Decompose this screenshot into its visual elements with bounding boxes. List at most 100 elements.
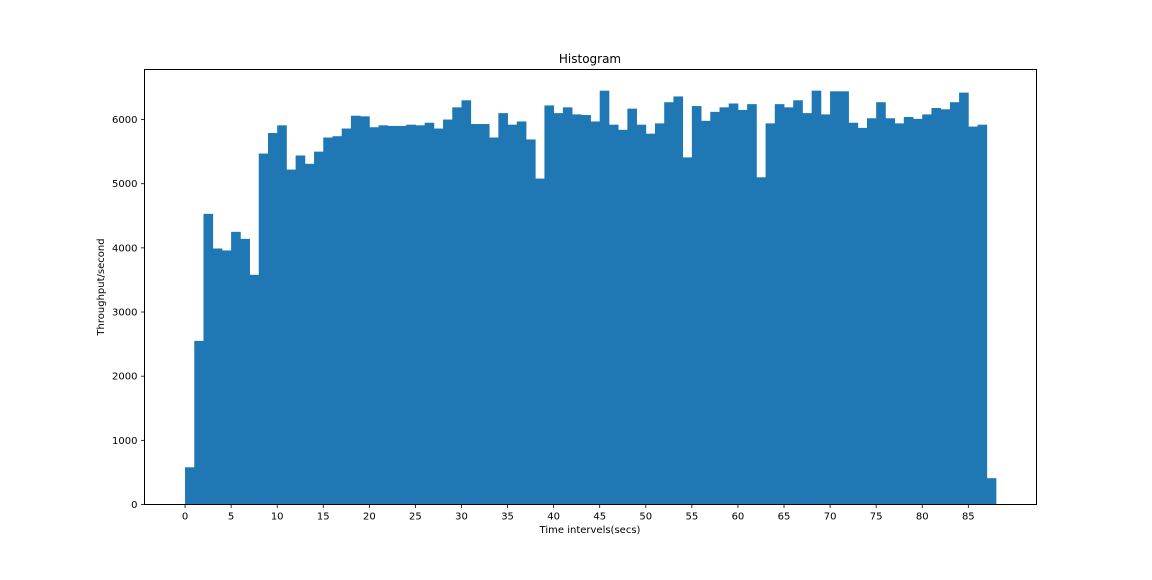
x-axis-label: Time intervels(secs): [539, 525, 641, 536]
histogram-bar: [811, 90, 822, 505]
histogram-bar: [866, 118, 877, 505]
histogram-bar: [461, 100, 472, 505]
histogram-bar: [332, 136, 343, 505]
histogram-bar: [655, 123, 665, 505]
histogram-bar: [572, 114, 582, 505]
histogram-bar: [885, 118, 895, 505]
chart-title: Histogram: [559, 52, 621, 66]
histogram-bar: [701, 120, 711, 505]
histogram-bar: [673, 96, 684, 505]
histogram-bar: [618, 129, 628, 505]
histogram-bar: [360, 116, 370, 505]
histogram-bar: [581, 115, 591, 505]
histogram-bar: [562, 107, 573, 505]
histogram-bar: [728, 103, 739, 505]
histogram-bar: [433, 128, 444, 505]
histogram-bar: [931, 107, 942, 505]
histogram-bar: [479, 124, 490, 505]
histogram-bar: [922, 114, 932, 505]
plot-frame: [144, 69, 1037, 505]
x-tick-label: 30: [455, 512, 468, 523]
y-tick-label: 2000: [112, 372, 137, 383]
histogram-bar: [830, 91, 840, 505]
histogram-bar: [747, 104, 757, 505]
histogram-bar: [212, 248, 223, 505]
histogram-bar: [774, 104, 785, 505]
histogram-bar: [765, 123, 776, 505]
histogram-bar: [350, 115, 361, 505]
x-tick-label: 5: [228, 512, 234, 523]
histogram-bar: [968, 126, 978, 505]
x-tick-label: 10: [271, 512, 284, 523]
y-tick-label: 6000: [112, 115, 137, 126]
histogram-bar: [304, 163, 315, 505]
y-tick-label: 5000: [112, 179, 137, 190]
histogram-bar: [185, 467, 195, 505]
histogram-bar: [977, 124, 988, 505]
histogram-bar: [986, 478, 997, 505]
histogram-bar: [949, 102, 960, 505]
histogram-bar: [839, 91, 849, 505]
histogram-bar: [710, 111, 720, 505]
histogram-bar: [387, 125, 398, 505]
histogram-bar: [498, 113, 508, 505]
histogram-bar: [691, 106, 702, 505]
histogram-bar: [553, 113, 564, 505]
histogram-bar: [314, 151, 324, 505]
y-tick-label: 4000: [112, 243, 137, 254]
histogram-bar: [240, 238, 250, 505]
histogram-bar: [848, 122, 859, 505]
x-tick-label: 80: [916, 512, 929, 523]
x-tick-label: 75: [870, 512, 883, 523]
histogram-bar: [636, 124, 647, 505]
y-tick-label: 0: [131, 500, 137, 511]
histogram-bar: [203, 213, 214, 505]
x-tick-label: 55: [685, 512, 698, 523]
histogram-bar: [396, 125, 407, 505]
histogram-bar: [415, 125, 426, 505]
x-tick-label: 35: [501, 512, 514, 523]
x-tick-label: 50: [639, 512, 652, 523]
histogram-bar: [295, 155, 306, 505]
histogram-bar: [267, 133, 278, 505]
histogram-bar: [516, 121, 527, 505]
histogram-bar: [894, 123, 905, 505]
x-tick-label: 60: [732, 512, 745, 523]
histogram-bar: [599, 90, 610, 505]
histogram-bar: [424, 122, 435, 505]
histogram-bar: [470, 124, 481, 505]
x-tick-label: 40: [547, 512, 560, 523]
histogram-bar: [452, 107, 462, 505]
y-axis-label: Throughput/second: [96, 238, 107, 336]
x-tick-label: 0: [182, 512, 188, 523]
histogram-bar: [793, 100, 803, 505]
histogram-bar: [443, 119, 453, 505]
histogram-bar: [489, 137, 499, 505]
histogram-bar: [341, 128, 352, 505]
y-tick-label: 3000: [112, 308, 137, 319]
x-tick-label: 25: [409, 512, 422, 523]
histogram-bar: [802, 113, 813, 505]
histogram-bar: [737, 109, 748, 505]
histogram-bar: [820, 114, 831, 505]
histogram-bar: [756, 177, 766, 505]
histogram-bar: [913, 118, 923, 505]
histogram-bar: [544, 105, 555, 505]
histogram-bar: [369, 127, 379, 505]
histogram-bar: [903, 116, 914, 505]
histogram-bar: [535, 178, 545, 505]
histogram-bar: [590, 121, 601, 505]
x-tick-label: 15: [317, 512, 330, 523]
x-tick-label: 45: [593, 512, 606, 523]
histogram-bar: [277, 125, 287, 505]
histogram-bar: [857, 127, 868, 505]
histogram-bar: [378, 125, 389, 505]
bars-layer: [185, 90, 997, 505]
histogram-bar: [940, 109, 951, 505]
histogram-bar: [221, 250, 232, 505]
x-tick-label: 65: [778, 512, 791, 523]
histogram-bar: [286, 169, 297, 505]
histogram-bar: [194, 340, 204, 505]
histogram-bar: [959, 92, 969, 505]
histogram-bar: [406, 124, 416, 505]
